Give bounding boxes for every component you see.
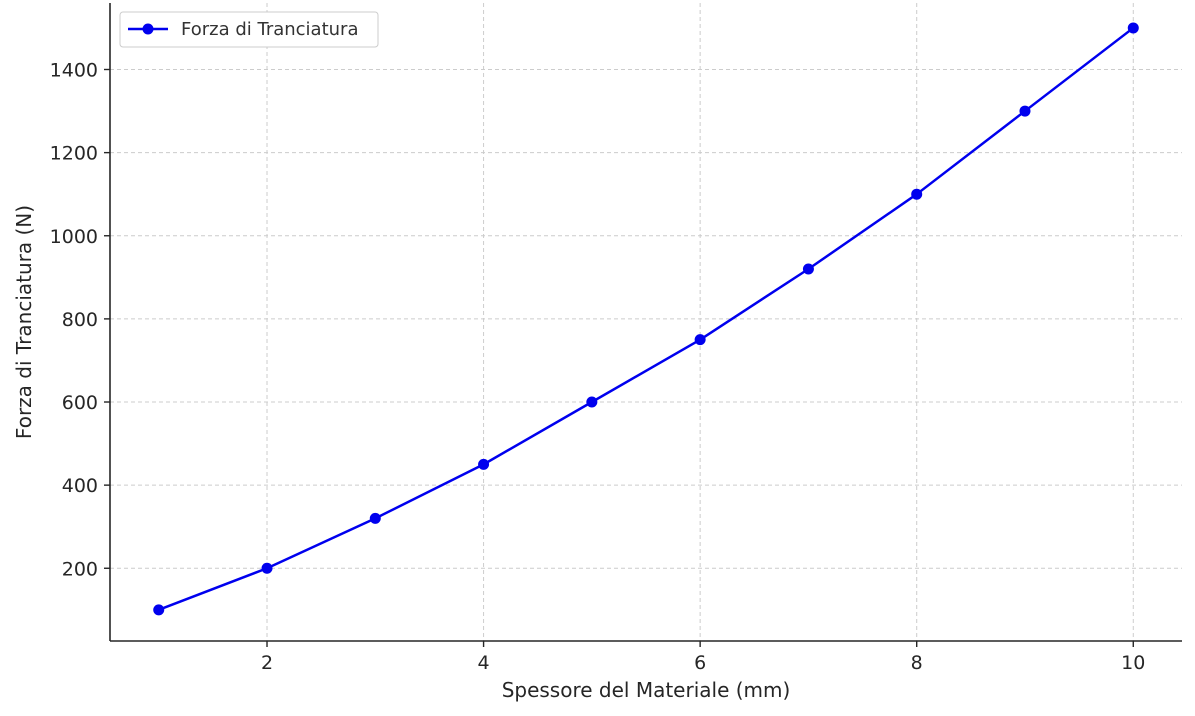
- data-point: [586, 396, 598, 408]
- y-tick-label: 400: [62, 475, 98, 497]
- y-tick-label: 1000: [50, 226, 98, 248]
- x-tick-label: 2: [261, 652, 273, 674]
- x-tick-label: 6: [694, 652, 706, 674]
- data-point: [1127, 22, 1139, 34]
- y-tick-label: 800: [62, 309, 98, 331]
- series-layer: [153, 22, 1139, 616]
- legend-box: [119, 11, 379, 48]
- y-axis-title: Forza di Tranciatura (N): [12, 205, 36, 439]
- series-line: [158, 26, 1135, 611]
- x-ticks: 2 4 6 8 10: [261, 641, 1145, 674]
- data-point: [911, 188, 923, 200]
- data-point: [153, 604, 165, 616]
- y-ticks: 200 400 600 800 1000 1200 1400: [50, 60, 110, 580]
- x-tick-label: 8: [911, 652, 923, 674]
- data-point: [478, 458, 490, 470]
- legend-marker: [142, 23, 154, 35]
- x-axis-title: Spessore del Materiale (mm): [502, 678, 791, 702]
- axes: [109, 3, 1182, 642]
- data-point: [369, 512, 381, 524]
- grid-lines: [110, 3, 1182, 641]
- x-tick-label: 4: [478, 652, 490, 674]
- y-tick-label: 200: [62, 558, 98, 580]
- data-point: [802, 263, 814, 275]
- data-point: [694, 334, 706, 346]
- y-tick-label: 1400: [50, 60, 98, 82]
- y-tick-label: 600: [62, 392, 98, 414]
- data-point: [1019, 105, 1031, 117]
- data-point: [261, 562, 273, 574]
- legend-label: Forza di Tranciatura: [181, 19, 359, 40]
- y-tick-label: 1200: [50, 143, 98, 165]
- legend: Forza di Tranciatura: [119, 11, 379, 48]
- x-tick-label: 10: [1121, 652, 1145, 674]
